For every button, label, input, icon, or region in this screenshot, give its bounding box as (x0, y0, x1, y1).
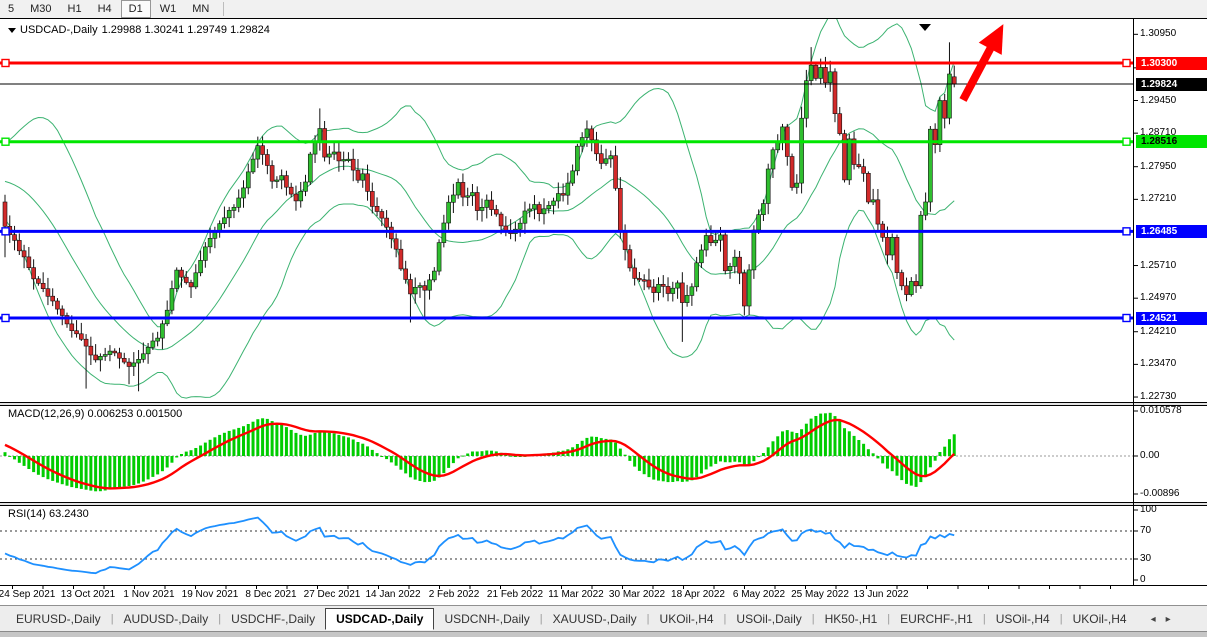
rsi-scale-level: 70 (1140, 525, 1152, 536)
chart-ohlc-values: 1.29988 1.30241 1.29749 1.29824 (101, 24, 270, 36)
date-label: 14 Jan 2022 (365, 589, 421, 600)
tab-divider: | (646, 613, 650, 625)
macd-histogram (3, 412, 956, 492)
tab-xauusd-daily[interactable]: XAUUSD-,Daily (552, 612, 637, 626)
price-tag-resistance-line: 1.30300 (1136, 56, 1207, 70)
date-label: 18 Apr 2022 (671, 589, 725, 600)
tab-divider: | (110, 613, 114, 625)
date-label: 24 Sep 2021 (0, 589, 56, 600)
date-label: 19 Nov 2021 (181, 589, 239, 600)
symbol-tab-bar: EURUSD-,Daily | AUDUSD-,Daily | USDCHF-,Dail… (0, 605, 1207, 632)
tab-divider: | (811, 613, 815, 625)
tab-scroll-right[interactable]: ▸ (1165, 613, 1171, 625)
tab-audusd-daily[interactable]: AUDUSD-,Daily (123, 612, 209, 626)
date-label: 2 Feb 2022 (428, 589, 480, 600)
rsi-label: RSI(14) 63.2430 (8, 508, 89, 520)
price-scale-tick: 1.23470 (1140, 358, 1177, 370)
bollinger-upper-band (4, 19, 955, 328)
tab-usdcnh-daily[interactable]: USDCNH-,Daily (444, 612, 530, 626)
panel-splitter[interactable] (0, 503, 1207, 505)
tab-usdchf-daily[interactable]: USDCHF-,Daily (231, 612, 316, 626)
support-blue-line-1-handle[interactable] (1122, 227, 1131, 236)
symbol-dropdown-icon[interactable] (8, 27, 16, 33)
tab-divider: | (539, 613, 543, 625)
timeframe-button-m30[interactable]: M30 (30, 3, 52, 15)
tab-scroll-left[interactable]: ◂ (1150, 613, 1156, 625)
tab-usoil-daily[interactable]: USOil-,Daily (736, 612, 802, 626)
timeframe-button-h1[interactable]: H1 (67, 3, 82, 15)
macd-scale-max: 0.010578 (1140, 405, 1182, 416)
price-tag-support-blue-line-2: 1.24521 (1136, 311, 1207, 325)
price-scale-tick: 1.29450 (1140, 94, 1177, 106)
rsi-scale-level: 30 (1140, 553, 1152, 564)
timeframe-button-mn[interactable]: MN (192, 3, 210, 15)
tab-divider: | (887, 613, 891, 625)
bollinger-middle-band (4, 128, 955, 351)
date-label: 13 Oct 2021 (60, 589, 116, 600)
price-scale-tick: 1.27950 (1140, 160, 1177, 172)
current-price-tag: 1.29824 (1136, 77, 1207, 91)
timeframe-button-5[interactable]: 5 (8, 3, 15, 15)
timeframe-button-d1[interactable]: D1 (120, 0, 151, 18)
macd-signal-line (4, 418, 956, 490)
tab-usdcad-daily[interactable]: USDCAD-,Daily (325, 608, 435, 630)
price-scale-tick: 1.28710 (1140, 127, 1177, 139)
price-tag-support-blue-line-1: 1.26485 (1136, 224, 1207, 238)
support-blue-line-1-handle[interactable] (1, 227, 10, 236)
date-label: 1 Nov 2021 (123, 589, 175, 600)
chart-symbol-label: USDCAD-,Daily (20, 24, 98, 36)
support-green-line-handle[interactable] (1122, 137, 1131, 146)
price-scale-tick: 1.22730 (1140, 391, 1177, 403)
date-label: 30 Mar 2022 (608, 589, 666, 600)
tab-divider: | (1059, 613, 1063, 625)
toolbar-divider (223, 2, 225, 16)
macd-scale-min: -0.00896 (1140, 488, 1180, 499)
window-bottom-edge (0, 631, 1207, 637)
resistance-line-handle[interactable] (1122, 58, 1131, 68)
support-green-line-handle[interactable] (1, 137, 10, 146)
date-label: 13 Jun 2022 (853, 589, 909, 600)
panel-splitter[interactable] (0, 403, 1207, 405)
date-label: 11 Mar 2022 (548, 589, 604, 600)
timeframe-button-h4[interactable]: H4 (97, 3, 112, 15)
macd-scale-zero: 0.00 (1140, 450, 1160, 461)
date-label: 27 Dec 2021 (303, 589, 361, 600)
price-scale-tick: 1.25710 (1140, 259, 1177, 271)
tab-ukoil-h4[interactable]: UKOil-,H4 (1072, 612, 1127, 626)
macd-label: MACD(12,26,9) 0.006253 0.001500 (8, 408, 183, 420)
date-label: 6 May 2022 (732, 589, 786, 600)
price-scale-tick: 1.30950 (1140, 28, 1177, 40)
date-label: 21 Feb 2022 (486, 589, 544, 600)
tab-ukoil-h4[interactable]: UKOil-,H4 (659, 612, 714, 626)
tab-usoil-h4[interactable]: USOil-,H4 (995, 612, 1050, 626)
support-blue-line-2-handle[interactable] (1, 313, 10, 323)
bollinger-lower-band (4, 203, 955, 399)
price-scale-tick: 1.24210 (1140, 325, 1177, 337)
price-scale-tick: 1.27210 (1140, 193, 1177, 205)
tab-divider: | (982, 613, 986, 625)
chart-title: USDCAD-,Daily 1.29988 1.30241 1.29749 1.… (8, 24, 270, 36)
tab-divider: | (218, 613, 222, 625)
rsi-scale-level: 100 (1140, 504, 1157, 515)
resistance-line-handle[interactable] (1, 58, 10, 68)
date-label: 25 May 2022 (791, 589, 849, 600)
candles-layer (2, 42, 957, 392)
timeframe-toolbar: 5 M30 H1 H4 D1 W1 MN (0, 0, 1207, 19)
tab-eurusd-daily[interactable]: EURUSD-,Daily (16, 612, 101, 626)
rsi-scale-level: 0 (1140, 574, 1146, 585)
rsi-line (4, 516, 955, 575)
timeframe-button-w1[interactable]: W1 (159, 3, 177, 15)
tab-eurchf-h1[interactable]: EURCHF-,H1 (900, 612, 973, 626)
tab-hk50-h1[interactable]: HK50-,H1 (824, 612, 878, 626)
trend-arrow-object[interactable] (952, 18, 1015, 106)
bar-shift-marker-icon (919, 24, 931, 31)
price-scale-tick: 1.24970 (1140, 292, 1177, 304)
price-tag-support-green-line: 1.28516 (1136, 135, 1207, 149)
date-label: 8 Dec 2021 (245, 589, 297, 600)
support-blue-line-2-handle[interactable] (1122, 313, 1131, 323)
tab-divider: | (723, 613, 727, 625)
